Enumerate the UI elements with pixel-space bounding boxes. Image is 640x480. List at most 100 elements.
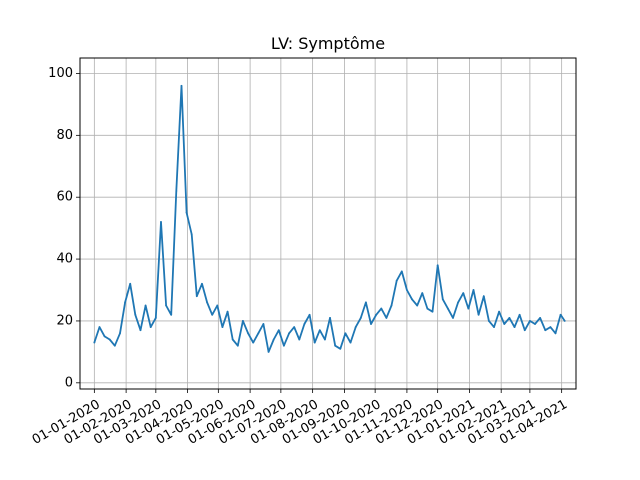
data-point (308, 313, 311, 316)
data-point (354, 326, 357, 329)
data-point (482, 295, 485, 298)
data-point (134, 313, 137, 316)
data-point (359, 316, 362, 319)
data-point (431, 310, 434, 313)
data-point (539, 316, 542, 319)
series-layer (93, 84, 566, 353)
data-point (406, 289, 408, 291)
data-point (375, 313, 378, 316)
data-point (523, 329, 526, 332)
data-point (160, 221, 162, 223)
data-point (252, 341, 255, 344)
y-tick-label: 0 (65, 375, 73, 390)
data-point (426, 307, 429, 310)
y-tick-label: 100 (48, 66, 73, 81)
data-point (180, 84, 183, 87)
data-point (508, 316, 511, 319)
data-point (493, 326, 495, 329)
data-point (272, 338, 275, 341)
data-point (149, 326, 152, 329)
data-point (277, 329, 280, 332)
data-point (103, 335, 106, 338)
data-point (93, 341, 96, 344)
data-point (534, 323, 536, 325)
data-point (318, 329, 321, 332)
data-point (411, 298, 413, 301)
chart-title: LV: Symptôme (271, 34, 385, 53)
data-point (257, 332, 260, 335)
data-point (334, 344, 337, 347)
data-point (452, 316, 454, 319)
data-point (262, 323, 265, 325)
y-tick-label: 80 (56, 128, 73, 143)
data-point (436, 264, 439, 267)
data-point (190, 233, 193, 236)
y-tick-label: 40 (56, 252, 73, 267)
data-point (477, 313, 480, 316)
data-point (329, 316, 331, 319)
data-point (283, 344, 285, 347)
y-tick-label: 20 (56, 313, 73, 328)
y-tick-label: 60 (56, 190, 73, 205)
data-point (472, 289, 475, 291)
data-point (119, 332, 121, 335)
data-point (503, 323, 506, 325)
data-point (216, 304, 219, 307)
data-point (559, 313, 562, 316)
data-point (185, 211, 188, 214)
data-point (441, 298, 444, 301)
data-point (518, 313, 521, 316)
data-point (201, 282, 203, 285)
data-point (154, 316, 157, 319)
data-point (98, 326, 101, 329)
data-point (416, 304, 419, 307)
data-point (549, 326, 552, 329)
data-point (165, 304, 167, 307)
data-point (370, 323, 372, 325)
data-point (365, 301, 367, 304)
data-point (380, 307, 383, 310)
data-point (236, 344, 239, 347)
data-point (462, 292, 465, 295)
data-point (298, 338, 301, 341)
data-point (113, 344, 116, 347)
data-point (124, 301, 126, 304)
data-point (487, 320, 490, 322)
data-point (467, 307, 470, 310)
data-point (421, 292, 424, 295)
data-point (457, 301, 460, 304)
data-point (293, 326, 296, 329)
data-point (400, 270, 403, 273)
data-point (303, 323, 306, 325)
data-point (242, 320, 244, 322)
data-point (288, 332, 290, 335)
data-point (226, 310, 229, 313)
data-point (206, 301, 208, 304)
data-point (108, 338, 111, 341)
data-point (563, 320, 566, 322)
data-point (144, 304, 147, 307)
data-point (195, 295, 198, 298)
data-point (554, 332, 557, 335)
data-point (139, 329, 142, 332)
data-point (170, 313, 173, 316)
grid (80, 58, 576, 389)
data-point (447, 307, 449, 310)
data-point (231, 338, 234, 341)
data-point (513, 326, 516, 329)
data-point (385, 316, 388, 319)
data-point (247, 332, 249, 335)
data-point (324, 338, 326, 341)
data-point (129, 282, 132, 285)
data-point (339, 347, 342, 350)
data-point (349, 341, 352, 344)
data-point (344, 332, 347, 335)
data-point (395, 279, 398, 282)
data-point (498, 310, 501, 313)
data-point (175, 190, 178, 192)
data-point (221, 326, 224, 329)
data-point (544, 329, 547, 332)
